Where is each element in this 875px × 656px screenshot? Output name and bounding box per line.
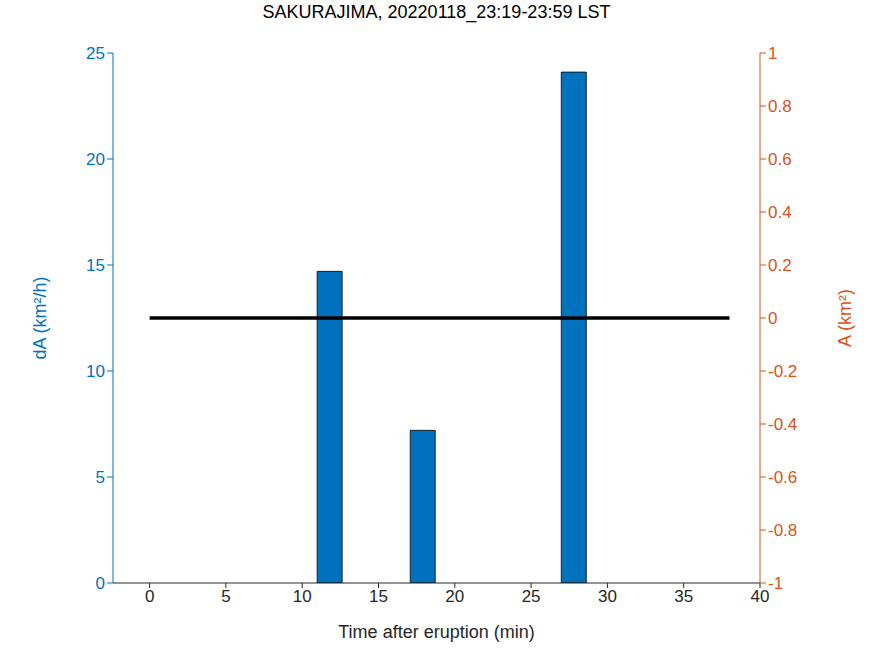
html-text:SAKURAJIMA, 20220118_23:19-23:: SAKURAJIMA, 20220118_23:19-23:59 LST xyxy=(262,2,611,22)
svg-text:0.8: 0.8 xyxy=(768,97,792,116)
svg-text:5: 5 xyxy=(96,468,105,487)
svg-text:10: 10 xyxy=(293,587,312,606)
svg-text:A (km²): A (km²) xyxy=(835,289,855,347)
svg-text:30: 30 xyxy=(598,587,617,606)
svg-text:20: 20 xyxy=(445,587,464,606)
svg-text:0.4: 0.4 xyxy=(768,203,792,222)
svg-text:-0.6: -0.6 xyxy=(768,468,797,487)
svg-text:-0.4: -0.4 xyxy=(768,415,797,434)
svg-text:-1: -1 xyxy=(768,574,783,593)
svg-text:1: 1 xyxy=(768,44,777,63)
svg-text:0.6: 0.6 xyxy=(768,150,792,169)
svg-text:15: 15 xyxy=(369,587,388,606)
svg-text:dA (km²/h): dA (km²/h) xyxy=(30,276,50,359)
svg-text:25: 25 xyxy=(86,44,105,63)
svg-text:20: 20 xyxy=(86,150,105,169)
svg-text:15: 15 xyxy=(86,256,105,275)
svg-text:-0.8: -0.8 xyxy=(768,521,797,540)
svg-text:0: 0 xyxy=(145,587,154,606)
svg-text:-0.2: -0.2 xyxy=(768,362,797,381)
svg-text:35: 35 xyxy=(674,587,693,606)
svg-text:10: 10 xyxy=(86,362,105,381)
svg-text:25: 25 xyxy=(522,587,541,606)
svg-text:Time after eruption (min): Time after eruption (min) xyxy=(338,622,534,642)
svg-text:0: 0 xyxy=(96,574,105,593)
svg-text:5: 5 xyxy=(221,587,230,606)
svg-text:40: 40 xyxy=(751,587,770,606)
svg-text:0: 0 xyxy=(768,309,777,328)
svg-text:0.2: 0.2 xyxy=(768,256,792,275)
